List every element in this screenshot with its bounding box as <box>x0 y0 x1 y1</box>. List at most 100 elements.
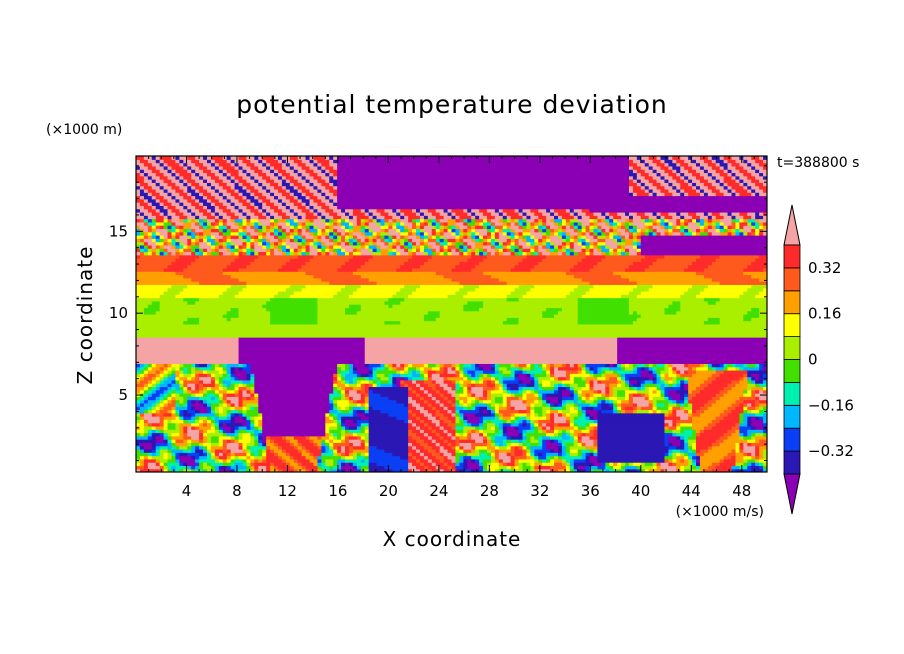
field-cell <box>352 238 358 243</box>
field-cell <box>557 211 571 216</box>
field-cell <box>613 248 618 253</box>
field-cell <box>632 218 642 223</box>
field-cell <box>475 412 492 417</box>
field-cell <box>187 452 200 457</box>
field-cell <box>684 396 689 401</box>
field-cell <box>317 241 322 246</box>
field-cell <box>222 399 228 404</box>
field-cell <box>664 422 669 427</box>
field-cell <box>214 389 220 394</box>
field-cell <box>313 274 362 279</box>
field-cell <box>345 251 350 256</box>
field-cell <box>293 468 299 472</box>
field-cell <box>195 419 200 424</box>
field-cell <box>463 369 468 374</box>
field-cell <box>321 442 326 447</box>
field-cell <box>163 429 180 434</box>
field-cell <box>546 228 551 233</box>
field-cell <box>167 205 177 210</box>
field-cell <box>557 310 579 315</box>
field-cell <box>467 225 472 230</box>
field-cell <box>191 208 200 213</box>
contour-field <box>136 156 767 472</box>
field-cell <box>218 429 224 434</box>
field-cell <box>696 462 701 467</box>
field-cell <box>573 363 579 368</box>
field-cell <box>498 241 504 246</box>
field-cell <box>439 363 445 368</box>
field-cell <box>518 363 528 368</box>
field-cell <box>699 383 709 388</box>
field-cell <box>684 369 689 374</box>
field-cell <box>384 320 401 325</box>
field-cell <box>526 435 531 440</box>
field-cell <box>617 241 626 246</box>
field-cell <box>431 429 437 434</box>
field-cell <box>136 261 173 266</box>
field-cell <box>486 406 492 411</box>
field-cell <box>747 376 752 381</box>
field-cell <box>550 231 555 236</box>
field-cell <box>214 366 224 371</box>
field-cell <box>325 225 330 230</box>
field-cell <box>321 238 330 243</box>
field-cell <box>699 465 709 470</box>
field-cell <box>167 409 173 414</box>
field-cell <box>246 221 251 226</box>
field-cell <box>755 211 760 216</box>
field-cell <box>155 386 161 391</box>
field-cell <box>625 409 634 414</box>
field-cell <box>731 211 740 216</box>
field-cell <box>494 363 500 368</box>
field-cell <box>735 452 744 457</box>
field-cell <box>475 379 480 384</box>
field-cell <box>163 366 169 371</box>
field-cell <box>727 211 733 216</box>
field-cell <box>222 425 232 430</box>
field-cell <box>554 425 575 430</box>
field-cell <box>502 462 508 467</box>
field-cell <box>577 215 583 220</box>
field-cell <box>337 462 342 467</box>
field-cell <box>404 297 508 302</box>
field-cell <box>151 412 157 417</box>
field-cell <box>408 383 417 388</box>
field-cell <box>360 228 366 233</box>
field-cell <box>573 251 579 256</box>
field-cell <box>408 422 413 427</box>
field-cell <box>360 422 370 427</box>
field-cell <box>636 248 642 253</box>
field-cell <box>471 422 480 427</box>
field-cell <box>266 452 275 457</box>
field-cell <box>479 238 484 243</box>
field-cell <box>573 458 587 463</box>
field-cell <box>345 419 354 424</box>
field-cell <box>510 238 516 243</box>
field-cell <box>763 432 767 437</box>
field-cell <box>167 208 173 213</box>
field-cell <box>699 458 721 463</box>
field-cell <box>155 208 161 213</box>
field-cell <box>242 432 251 437</box>
field-cell <box>222 462 232 467</box>
field-cell <box>703 452 729 457</box>
field-cell <box>565 465 571 470</box>
field-cell <box>467 399 472 404</box>
field-cell <box>183 429 188 434</box>
field-cell <box>254 442 259 447</box>
field-cell <box>400 287 417 292</box>
field-cell <box>254 422 259 427</box>
field-cell <box>175 396 184 401</box>
field-cell <box>163 379 173 384</box>
field-cell <box>498 211 504 216</box>
field-cell <box>368 235 374 239</box>
field-cell <box>494 215 504 220</box>
field-cell <box>510 465 516 470</box>
field-cell <box>234 211 244 216</box>
field-cell <box>696 231 701 236</box>
field-cell <box>191 448 196 453</box>
field-cell <box>522 419 528 424</box>
field-cell <box>475 402 488 407</box>
field-cell <box>676 310 748 315</box>
field-cell <box>581 363 587 368</box>
